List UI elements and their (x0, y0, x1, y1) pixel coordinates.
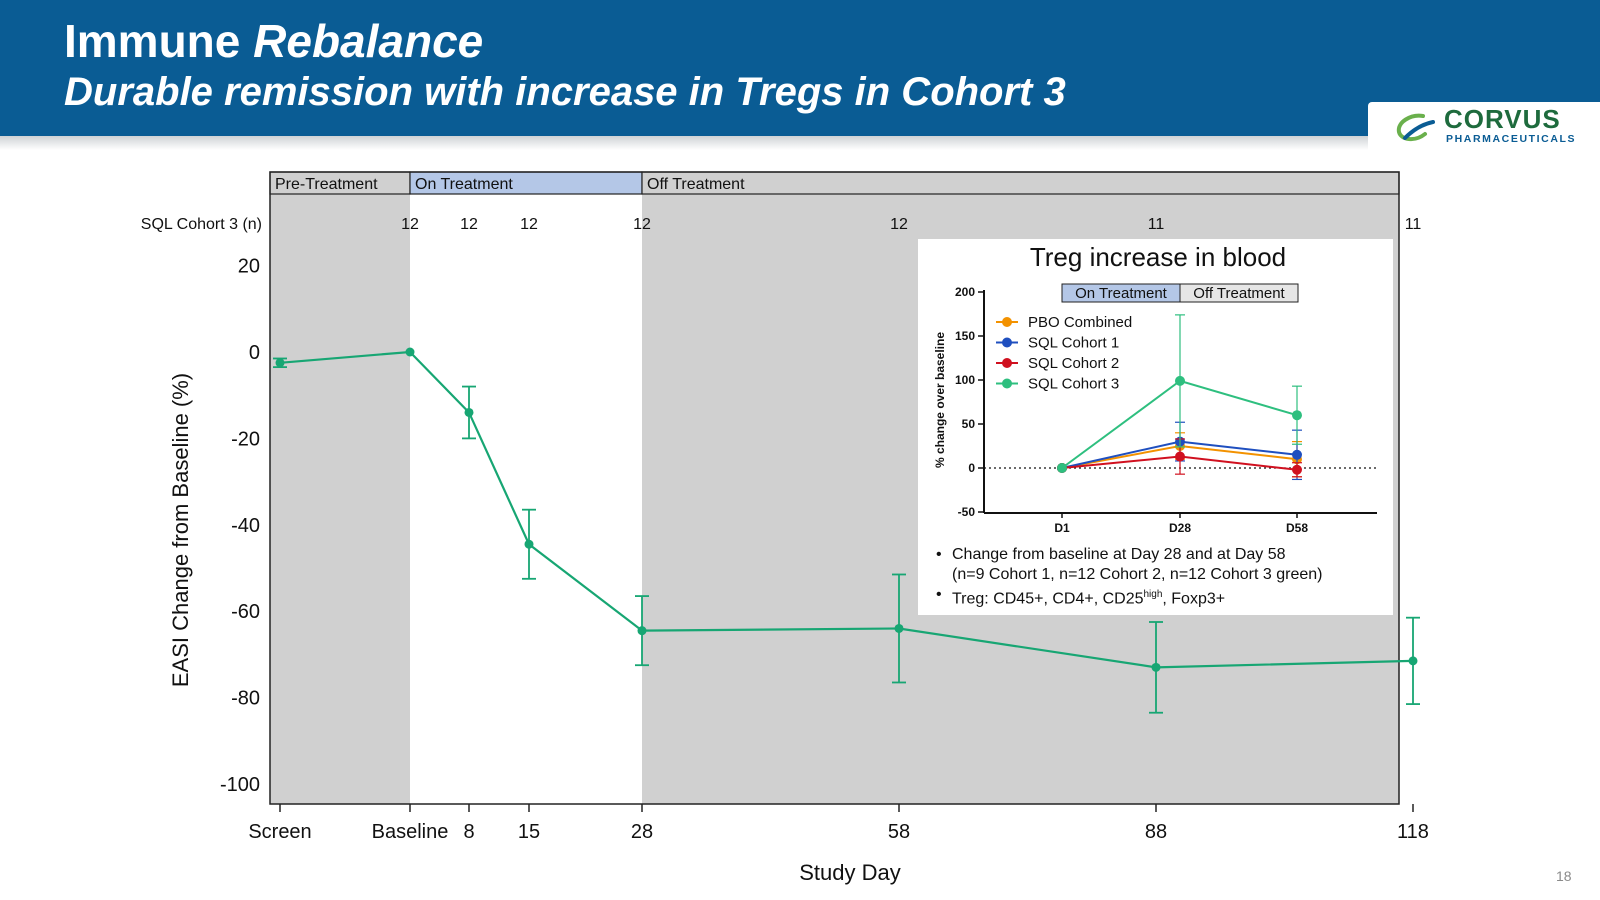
note-line-1: Change from baseline at Day 28 and at Da… (952, 546, 1286, 563)
n-value: 12 (890, 216, 908, 233)
data-point (524, 539, 534, 549)
note-line-3-end: , Foxp3+ (1162, 590, 1226, 608)
x-tick-label: 118 (1397, 821, 1429, 843)
logo-wordmark: CORVUS (1444, 104, 1561, 134)
inset-y-axis-title: % change over baseline (933, 332, 947, 468)
inset-y-tick-label: 200 (955, 285, 975, 299)
inset-y-tick-label: -50 (958, 505, 976, 519)
logo-subtext: PHARMACEUTICALS (1446, 133, 1577, 145)
legend-swatch-marker (1002, 378, 1012, 389)
pre-treatment-band-label: Pre-Treatment (275, 176, 378, 193)
slide-title: Immune Rebalance (64, 15, 484, 67)
y-tick-label: 0 (249, 342, 260, 364)
legend-swatch-marker (1002, 358, 1012, 368)
x-tick-label: 15 (518, 821, 540, 843)
n-value: 12 (520, 216, 538, 233)
plot-frame (269, 171, 1400, 805)
y-tick-label: -80 (231, 688, 260, 710)
y-tick-label: -100 (220, 774, 260, 796)
note-item: • Treg: CD45+, CD4+, CD25high, Foxp3+ (936, 586, 1226, 608)
n-value: 11 (1148, 216, 1165, 233)
x-tick-label: 58 (888, 821, 910, 843)
n-value: 12 (401, 216, 419, 233)
inset-data-point (1292, 464, 1302, 475)
note-line-2: (n=9 Cohort 1, n=12 Cohort 2, n=12 Cohor… (952, 566, 1323, 583)
x-tick-label: 88 (1145, 821, 1167, 843)
y-tick-label: 20 (238, 256, 260, 278)
x-axis-title: Study Day (799, 860, 901, 885)
inset-y-tick-label: 50 (962, 417, 976, 431)
n-value: 12 (460, 216, 478, 233)
note-superscript: high (1143, 589, 1163, 600)
slide-title-emphasis: Rebalance (253, 15, 484, 67)
corvus-swirl-icon (1396, 113, 1435, 141)
x-tick-label: 28 (631, 821, 653, 843)
data-point (637, 626, 647, 636)
inset-data-point (1175, 451, 1185, 462)
inset-title: Treg increase in blood (1030, 242, 1286, 272)
inset-y-tick-label: 100 (955, 373, 975, 387)
legend-label: SQL Cohort 1 (1028, 335, 1119, 352)
legend-label: PBO Combined (1028, 314, 1132, 331)
inset-data-point (1175, 375, 1185, 386)
page-number: 18 (1556, 868, 1572, 884)
inset-data-point (1057, 463, 1067, 473)
inset-off-treatment-label: Off Treatment (1193, 285, 1285, 302)
logo-container (1368, 102, 1600, 152)
data-point (894, 623, 904, 633)
legend-swatch-marker (1002, 317, 1012, 327)
off-treatment-band (641, 171, 1400, 195)
data-point (1151, 662, 1161, 672)
inset-on-treatment-label: On Treatment (1075, 285, 1168, 302)
n-value: 11 (1405, 216, 1422, 233)
header-bar (0, 0, 1600, 136)
on-treatment-band-label: On Treatment (415, 176, 513, 193)
n-row-label: SQL Cohort 3 (n) (141, 216, 262, 233)
data-point (275, 358, 285, 368)
data-point (405, 347, 415, 357)
inset-x-tick-label: D28 (1169, 521, 1191, 535)
data-point (464, 407, 474, 417)
legend-swatch-marker (1002, 337, 1012, 348)
legend-label: SQL Cohort 2 (1028, 355, 1119, 372)
inset-off-treatment-band (1179, 283, 1299, 303)
pre-treatment-shade (270, 194, 410, 804)
x-tick-label: 8 (463, 821, 474, 843)
y-tick-label: -20 (231, 428, 260, 450)
y-axis-title: EASI Change from Baseline (%) (168, 373, 193, 687)
note-line-3: Treg: CD45+, CD4+, CD25 (952, 590, 1144, 608)
inset-y-tick-label: 0 (968, 461, 975, 475)
x-tick-label: Baseline (372, 821, 449, 843)
inset-x-tick-label: D1 (1054, 521, 1070, 535)
inset-data-point (1292, 410, 1302, 421)
off-treatment-band-label: Off Treatment (647, 176, 745, 193)
inset-y-tick-label: 150 (955, 329, 975, 343)
slide-subtitle: Durable remission with increase in Tregs… (64, 70, 1066, 114)
y-tick-label: -60 (231, 601, 260, 623)
data-point (1408, 656, 1418, 666)
inset-x-tick-label: D58 (1286, 521, 1308, 535)
y-tick-label: -40 (231, 515, 260, 537)
note-item: • Change from baseline at Day 28 and at … (936, 546, 1323, 583)
inset-data-point (1292, 449, 1302, 460)
n-value: 12 (633, 216, 651, 233)
x-tick-label: Screen (248, 821, 311, 843)
inset-notes: • Change from baseline at Day 28 and at … (936, 545, 1386, 609)
header-divider (0, 136, 1600, 150)
legend-label: SQL Cohort 3 (1028, 376, 1119, 393)
easi-series-line (279, 350, 1414, 669)
